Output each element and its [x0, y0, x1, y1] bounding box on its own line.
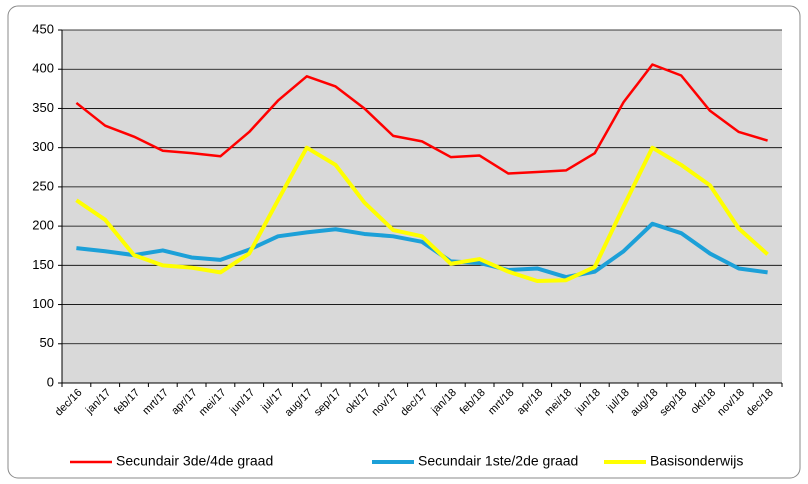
y-tick-label: 150: [32, 257, 54, 272]
series-line: [75, 145, 769, 284]
y-tick-label: 300: [32, 139, 54, 154]
legend-label: Basisonderwijs: [650, 453, 743, 469]
legend-label: Secundair 1ste/2de graad: [418, 453, 578, 469]
y-tick-label: 0: [47, 374, 54, 389]
y-tick-label: 400: [32, 61, 54, 76]
y-tick-label: 350: [32, 100, 54, 115]
y-tick-label: 200: [32, 218, 54, 233]
series-line: [76, 221, 768, 280]
y-tick-label: 250: [32, 178, 54, 193]
y-tick-label: 50: [40, 335, 54, 350]
plot-area: [62, 30, 782, 383]
series-line: [75, 63, 768, 175]
y-tick-label: 100: [32, 296, 54, 311]
legend-label: Secundair 3de/4de graad: [116, 453, 273, 469]
y-tick-label: 450: [32, 21, 54, 36]
